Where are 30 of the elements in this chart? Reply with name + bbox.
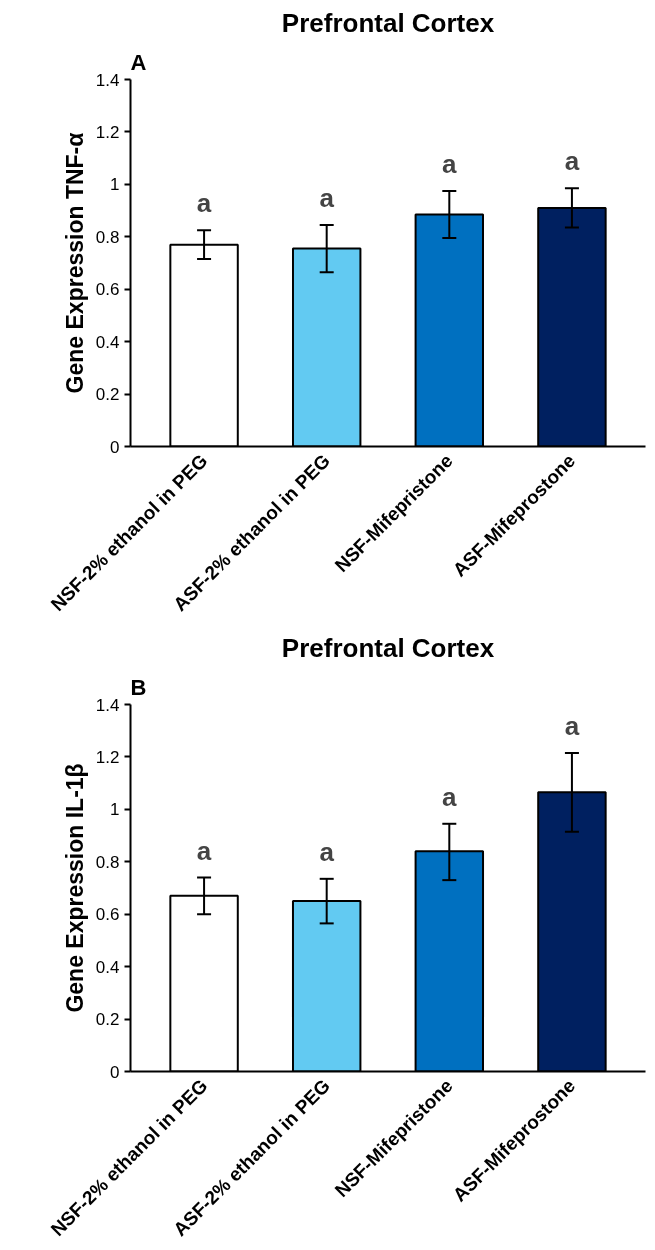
annotation: a [196, 188, 212, 219]
annotation: a [196, 835, 212, 866]
annotation: a [564, 146, 580, 177]
y-tick-label: 0.6 [95, 905, 120, 925]
annotation: a [442, 781, 458, 812]
y-tick-label: 1.4 [95, 70, 120, 90]
chart-title: Prefrontal Cortex [281, 7, 495, 38]
y-tick-label: 1.4 [95, 695, 120, 715]
y-tick-label: 1.2 [95, 747, 120, 767]
y-tick-label: 1 [110, 800, 120, 820]
y-tick-label: 0 [110, 1062, 120, 1082]
text: A [130, 49, 147, 75]
y-tick-label: 0 [110, 437, 120, 457]
y-tick-label: 1 [110, 175, 120, 195]
y-axis-title: Gene Expression IL-1β [61, 763, 88, 1013]
y-tick-label: 0.4 [95, 332, 120, 352]
y-tick-label: 0.4 [95, 957, 120, 977]
y-axis-title: Gene Expression TNF-α [61, 132, 88, 394]
y-tick-label: 0.2 [95, 385, 120, 405]
chart-title: Prefrontal Cortex [281, 632, 495, 663]
annotation: a [564, 711, 580, 741]
text: B [130, 674, 147, 700]
annotation: a [319, 182, 335, 213]
y-tick-label: 0.6 [95, 280, 120, 300]
annotation: a [319, 836, 335, 867]
y-tick-label: 1.2 [95, 122, 120, 142]
y-tick-label: 0.2 [95, 1010, 120, 1030]
annotation: a [442, 148, 458, 179]
y-tick-label: 0.8 [95, 227, 120, 247]
y-tick-label: 0.8 [95, 852, 120, 872]
